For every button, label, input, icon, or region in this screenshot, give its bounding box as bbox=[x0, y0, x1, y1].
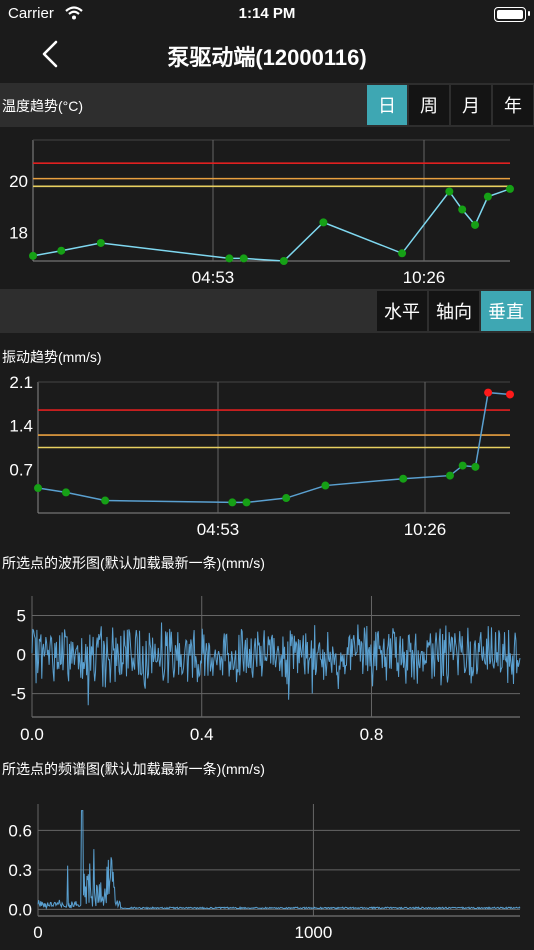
spectrum-line bbox=[37, 810, 521, 911]
data-point bbox=[398, 249, 407, 258]
status-bar: Carrier 1:14 PM bbox=[0, 0, 534, 28]
waveform-line bbox=[31, 622, 521, 706]
y-tick-label: -5 bbox=[11, 685, 26, 704]
data-point bbox=[57, 246, 66, 255]
data-point bbox=[506, 390, 514, 399]
data-point bbox=[321, 481, 330, 490]
data-point bbox=[471, 220, 480, 229]
data-point bbox=[483, 192, 492, 201]
temperature-trend-label: 温度趋势(°C) bbox=[2, 98, 84, 114]
data-point bbox=[458, 205, 467, 214]
data-point bbox=[399, 474, 408, 483]
carrier-label: Carrier bbox=[8, 5, 54, 22]
wifi-icon bbox=[65, 6, 83, 20]
x-tick-label: 10:26 bbox=[403, 268, 446, 287]
y-tick-label: 20 bbox=[9, 172, 28, 191]
page-title: 泵驱动端(12000116) bbox=[167, 45, 367, 70]
direction-axial-button[interactable]: 轴向 bbox=[429, 291, 479, 331]
waveform-chart[interactable]: 5 0 -5 0.0 0.4 0.8 bbox=[0, 582, 534, 752]
y-tick-label: 0.0 bbox=[8, 900, 32, 919]
x-tick-label: 0.4 bbox=[190, 725, 214, 744]
vibration-direction-bar: 水平 轴向 垂直 bbox=[0, 289, 534, 333]
x-tick-label: 04:53 bbox=[192, 268, 235, 287]
direction-vertical-button[interactable]: 垂直 bbox=[481, 291, 531, 331]
period-week-button[interactable]: 周 bbox=[409, 85, 449, 125]
y-tick-label: 0.3 bbox=[8, 861, 32, 880]
y-tick-label: 0.6 bbox=[8, 821, 32, 840]
data-point bbox=[239, 254, 248, 263]
x-tick-label: 0 bbox=[33, 923, 42, 942]
data-point bbox=[282, 494, 291, 503]
clock: 1:14 PM bbox=[238, 5, 296, 22]
data-point bbox=[34, 484, 42, 493]
x-tick-label: 0.8 bbox=[360, 725, 384, 744]
battery-icon bbox=[494, 7, 526, 22]
y-tick-label: 5 bbox=[17, 607, 26, 626]
direction-horizontal-button[interactable]: 水平 bbox=[377, 291, 427, 331]
navigation-bar: 泵驱动端(12000116) bbox=[0, 28, 534, 80]
period-day-button[interactable]: 日 bbox=[367, 85, 407, 125]
data-point bbox=[101, 496, 110, 505]
waveform-label: 所选点的波形图(默认加载最新一条)(mm/s) bbox=[2, 555, 265, 571]
data-point bbox=[471, 462, 480, 471]
period-year-button[interactable]: 年 bbox=[493, 85, 533, 125]
temperature-header: 温度趋势(°C) 日 周 月 年 bbox=[0, 83, 534, 127]
y-tick-label: 1.4 bbox=[9, 417, 33, 436]
data-point bbox=[506, 184, 514, 193]
data-point bbox=[445, 187, 454, 196]
data-point bbox=[242, 498, 251, 507]
data-point bbox=[319, 218, 328, 227]
x-tick-label: 0.0 bbox=[20, 725, 44, 744]
vibration-trend-label: 振动趋势(mm/s) bbox=[2, 349, 102, 365]
x-tick-label: 10:26 bbox=[404, 520, 447, 539]
data-point bbox=[484, 388, 493, 397]
data-point bbox=[228, 498, 237, 507]
data-point bbox=[458, 461, 467, 470]
data-point bbox=[445, 471, 454, 480]
data-point bbox=[225, 254, 234, 263]
back-chevron-icon[interactable] bbox=[34, 36, 70, 72]
data-point bbox=[279, 257, 288, 265]
y-tick-label: 0 bbox=[17, 646, 26, 665]
y-tick-label: 2.1 bbox=[9, 373, 33, 392]
y-tick-label: 0.7 bbox=[9, 460, 33, 479]
period-month-button[interactable]: 月 bbox=[451, 85, 491, 125]
data-point bbox=[61, 488, 70, 497]
data-point bbox=[29, 251, 37, 260]
temperature-trend-chart[interactable]: 04:53 10:26 18 20 bbox=[0, 130, 534, 290]
x-tick-label: 04:53 bbox=[197, 520, 240, 539]
vibration-trend-chart[interactable]: 04:53 10:26 0.7 1.4 2.1 bbox=[0, 372, 534, 552]
spectrum-label: 所选点的频谱图(默认加载最新一条)(mm/s) bbox=[2, 761, 265, 777]
data-point bbox=[96, 238, 105, 247]
series-line bbox=[32, 188, 511, 262]
spectrum-chart[interactable]: 0.0 0.3 0.6 0 1000 bbox=[0, 790, 534, 950]
y-tick-label: 18 bbox=[9, 224, 28, 243]
x-tick-label: 1000 bbox=[295, 923, 333, 942]
